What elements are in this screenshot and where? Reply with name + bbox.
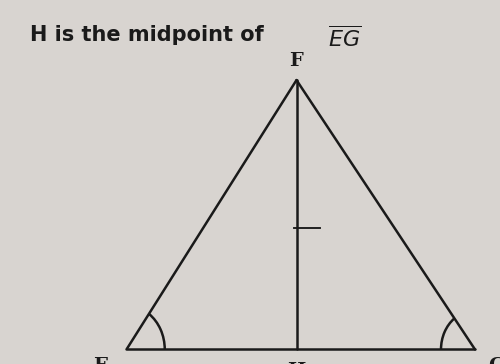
Text: E: E <box>94 357 108 364</box>
Text: $\overline{EG}$: $\overline{EG}$ <box>328 25 361 51</box>
Text: G: G <box>488 357 500 364</box>
Text: F: F <box>290 52 304 70</box>
Text: H: H <box>288 362 306 364</box>
Text: H is the midpoint of: H is the midpoint of <box>30 25 271 46</box>
